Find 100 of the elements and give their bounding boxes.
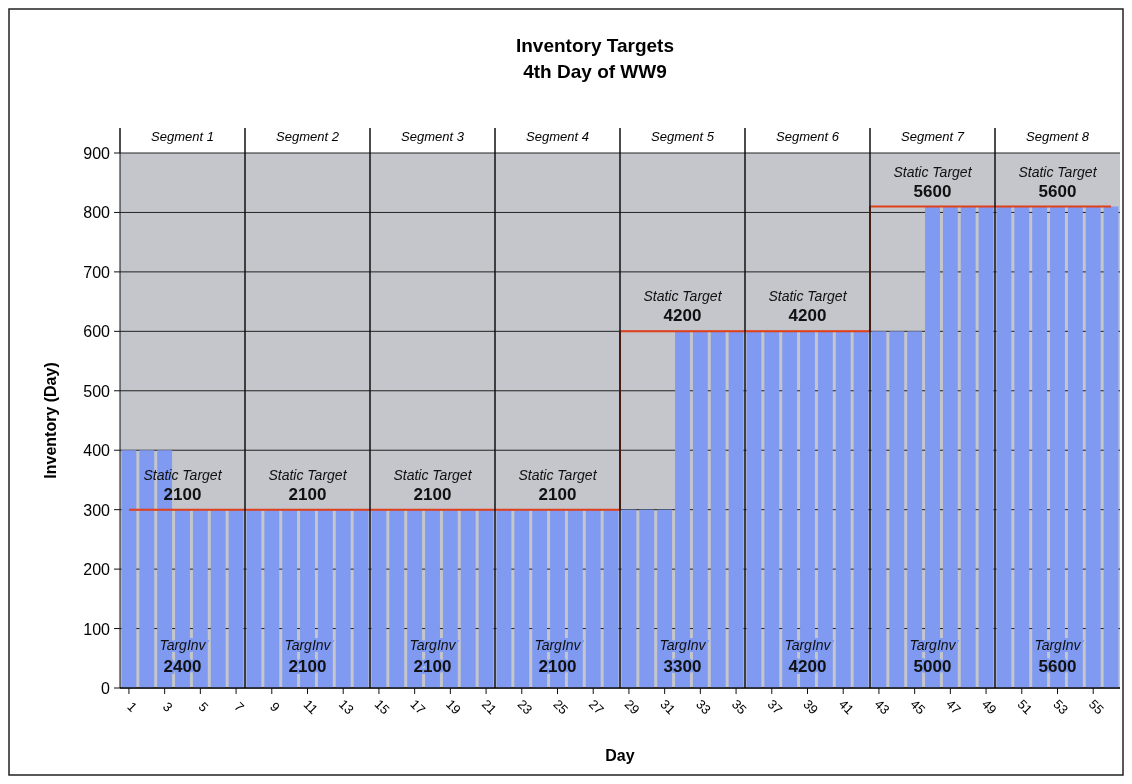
text: Segment 8	[1026, 129, 1090, 144]
text: Segment 3	[401, 129, 465, 144]
y-tick-label: 400	[83, 442, 111, 460]
x-tick-label: 13	[335, 696, 357, 718]
y-axis-title: Inventory (Day)	[42, 362, 59, 479]
annotation: Static Target	[393, 466, 473, 483]
bar	[621, 509, 637, 688]
bar	[496, 509, 512, 688]
annotation: 5000	[913, 657, 952, 676]
x-tick-label: 29	[621, 696, 643, 718]
x-tick-label: 55	[1085, 696, 1107, 718]
bar	[1014, 206, 1030, 688]
annotation: Static Target	[268, 466, 348, 483]
x-tick-label: 25	[550, 696, 572, 718]
x-tick-label: 9	[267, 698, 283, 715]
y-tick-label: 100	[83, 620, 111, 638]
bar	[585, 509, 601, 688]
x-tick-label: 3	[159, 698, 176, 715]
bar	[603, 509, 619, 688]
x-tick-label: 35	[728, 696, 750, 718]
bar	[835, 331, 851, 688]
annotation: Static Target	[643, 288, 723, 305]
text: Segment 5	[651, 129, 715, 144]
annotation: 4200	[788, 306, 827, 326]
x-tick-label: 5	[195, 698, 212, 715]
y-tick-label: 500	[83, 382, 111, 400]
x-tick-label: 15	[371, 696, 393, 718]
text: Segment 2	[276, 129, 340, 144]
x-tick-label: 19	[443, 696, 464, 718]
annotation: 5600	[1038, 657, 1077, 676]
annotation: 2100	[163, 484, 202, 504]
bar	[371, 509, 387, 688]
annotation: Static Target	[768, 288, 848, 305]
y-tick-label: 0	[101, 680, 111, 697]
x-tick-label: 43	[871, 696, 893, 718]
annotation: TargInv	[409, 637, 457, 653]
annotation: Static Target	[893, 163, 973, 180]
x-tick-label: 39	[800, 696, 822, 718]
x-tick-label: 31	[657, 696, 679, 718]
bar	[1085, 206, 1101, 688]
x-tick-label: 51	[1014, 696, 1036, 718]
x-tick-label: 21	[478, 696, 500, 718]
x-tick-label: 37	[764, 696, 786, 718]
chart-title: Inventory Targets	[515, 35, 675, 56]
bar	[335, 509, 351, 688]
bar	[264, 509, 280, 688]
text: Segment 7	[901, 129, 965, 144]
annotation: 2100	[538, 657, 577, 676]
annotation: TargInv	[534, 637, 582, 653]
annotation: 2100	[288, 657, 327, 676]
annotation: Static Target	[518, 466, 598, 483]
x-tick-label: 27	[585, 696, 607, 718]
bar	[478, 509, 494, 688]
x-tick-label: 41	[835, 696, 857, 718]
annotation: TargInv	[909, 637, 957, 653]
x-tick-label: 47	[943, 696, 964, 718]
bar	[246, 509, 262, 688]
annotation: 4200	[788, 657, 827, 676]
x-tick-label: 45	[907, 696, 929, 718]
bar	[514, 509, 530, 688]
bar	[728, 331, 744, 688]
y-tick-label: 700	[83, 263, 111, 281]
bar	[978, 206, 994, 688]
x-tick-label: 53	[1050, 696, 1072, 718]
annotation: 2100	[288, 484, 327, 504]
annotation: 4200	[663, 306, 702, 326]
chart-subtitle: 4th Day of WW9	[523, 61, 667, 82]
bar	[764, 331, 780, 688]
text: Segment 1	[151, 129, 214, 144]
annotation: Static Target	[1018, 163, 1098, 180]
text: Segment 6	[776, 129, 840, 144]
bar	[1103, 206, 1119, 688]
bar	[389, 509, 405, 688]
annotation: 2100	[538, 484, 577, 504]
text: Segment 4	[526, 129, 589, 144]
bar	[871, 331, 887, 688]
x-axis-title: Day	[605, 747, 635, 764]
bar	[639, 509, 655, 688]
annotation: Static Target	[143, 466, 223, 483]
bar	[460, 509, 476, 688]
annotation: 5600	[1038, 181, 1077, 201]
bar	[353, 509, 369, 688]
y-tick-label: 800	[83, 204, 111, 222]
annotation: 5600	[913, 181, 952, 201]
y-tick-label: 900	[83, 145, 111, 162]
x-tick-label: 1	[124, 698, 140, 715]
bar	[746, 331, 762, 688]
bar	[210, 509, 226, 688]
x-tick-label: 23	[514, 696, 536, 718]
y-tick-label: 600	[83, 323, 111, 341]
annotation: TargInv	[284, 637, 332, 653]
x-tick-label: 11	[300, 696, 321, 717]
annotation: TargInv	[1034, 637, 1082, 653]
annotation: 2400	[163, 657, 202, 676]
bar	[889, 331, 905, 688]
bar	[960, 206, 976, 688]
x-tick-label: 33	[693, 696, 714, 718]
annotation: TargInv	[659, 637, 707, 653]
bar	[853, 331, 869, 688]
annotation: 3300	[663, 657, 702, 676]
